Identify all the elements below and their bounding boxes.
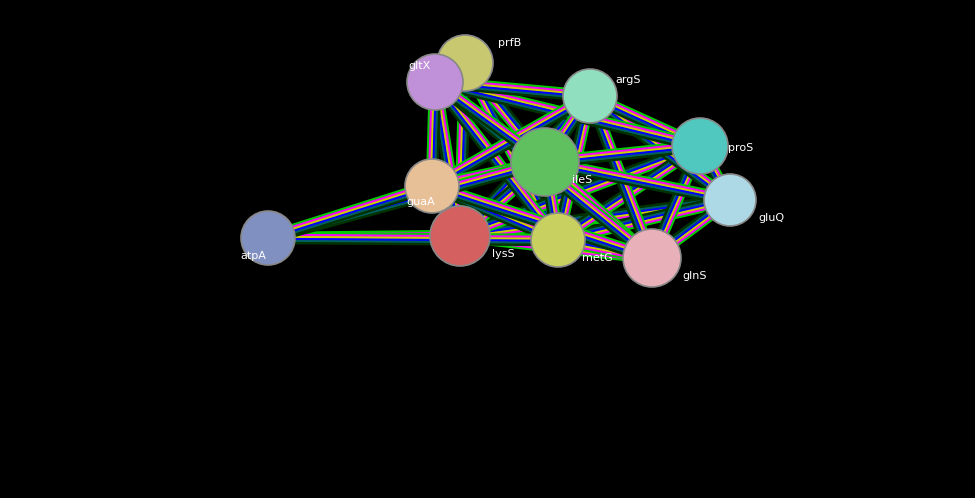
- Circle shape: [511, 128, 579, 196]
- Text: metG: metG: [582, 253, 612, 263]
- Circle shape: [405, 159, 459, 213]
- Circle shape: [437, 35, 493, 91]
- Circle shape: [672, 118, 728, 174]
- Circle shape: [407, 54, 463, 110]
- Circle shape: [704, 174, 756, 226]
- Text: argS: argS: [615, 75, 641, 85]
- Circle shape: [563, 69, 617, 123]
- Text: gluQ: gluQ: [758, 213, 784, 223]
- Text: proS: proS: [728, 143, 754, 153]
- Text: atpA: atpA: [240, 251, 266, 261]
- Text: guaA: guaA: [406, 197, 435, 207]
- Text: glnS: glnS: [682, 271, 707, 281]
- Text: prfB: prfB: [498, 38, 522, 48]
- Circle shape: [241, 211, 295, 265]
- Circle shape: [623, 229, 681, 287]
- Circle shape: [531, 213, 585, 267]
- Circle shape: [430, 206, 490, 266]
- Text: lysS: lysS: [492, 249, 515, 259]
- Text: gltX: gltX: [408, 61, 430, 71]
- Text: ileS: ileS: [572, 175, 592, 185]
